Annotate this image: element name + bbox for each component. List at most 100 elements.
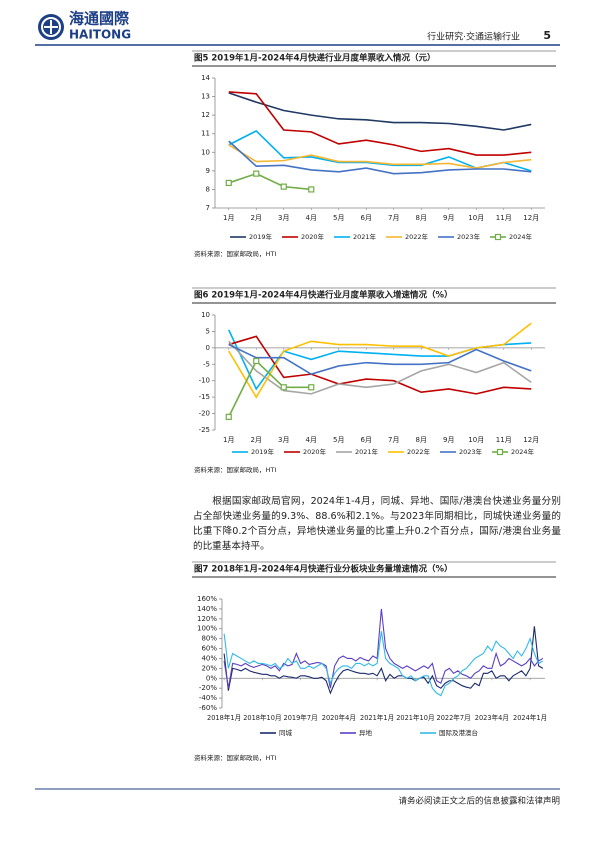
x-tick-label: 2月 [251, 214, 262, 222]
legend-label: 2024年 [509, 232, 533, 241]
series-line [228, 359, 312, 418]
y-tick-label: 100% [197, 625, 217, 633]
x-tick-label: 4月 [306, 436, 317, 444]
legend-label: 2022年 [407, 447, 431, 456]
figure-title: 图7 2018年1月-2024年4月快递行业分板块业务量增速情况（%） [194, 564, 453, 575]
y-tick-label: -60% [199, 704, 217, 712]
x-tick-label: 11月 [496, 214, 512, 222]
y-tick-label: 5 [206, 327, 210, 335]
y-tick-label: 10 [201, 148, 210, 156]
y-tick-label: 10 [201, 311, 210, 319]
series-line [228, 335, 532, 395]
x-tick-label: 2022年7月 [437, 713, 471, 722]
legend-label: 同城 [279, 729, 293, 737]
x-tick-label: 2月 [251, 436, 262, 444]
marker [225, 179, 232, 187]
marker [280, 183, 287, 190]
series-line [228, 144, 532, 169]
x-tick-label: 9月 [443, 436, 454, 444]
paragraph: 根据国家邮政局官网，2024年1-4月，同城、异地、国际/港澳台快递业务量分别占… [193, 496, 561, 552]
x-tick-label: 2018年10月 [243, 713, 281, 722]
legend-label: 2019年 [249, 232, 273, 241]
page-number: 5 [543, 29, 551, 42]
y-tick-label: -10 [199, 377, 210, 385]
source: 资料来源：国家邮政局，HTI [194, 249, 276, 258]
y-tick-label: 40% [201, 654, 217, 662]
x-tick-label: 10月 [468, 436, 484, 444]
y-tick-label: 12 [201, 111, 210, 119]
series-line [228, 343, 532, 376]
series-line [223, 626, 544, 695]
series-line [228, 340, 532, 395]
y-tick-label: -15 [199, 393, 210, 401]
legend-label: 2023年 [457, 232, 481, 241]
y-tick-label: 11 [201, 130, 210, 138]
logo-en: HAITONG [69, 28, 131, 42]
series-line [223, 608, 544, 689]
x-tick-label: 11月 [496, 436, 512, 444]
marker [253, 357, 260, 365]
x-tick-label: 3月 [278, 436, 289, 444]
y-tick-label: -40% [199, 694, 217, 702]
section: 行业研究·交通运输行业 [427, 31, 520, 43]
x-tick-label: 2020年4月 [322, 713, 356, 722]
x-tick-label: 12月 [523, 214, 539, 222]
logo-cn: 海通國際 [69, 10, 130, 28]
source: 资料来源：国家邮政局，HTI [194, 753, 276, 762]
legend-marker [496, 448, 504, 456]
marker [308, 186, 315, 193]
marker [308, 384, 315, 391]
y-tick-label: 9 [206, 167, 210, 175]
y-tick-label: -20% [199, 684, 217, 692]
legend-label: 2022年 [405, 232, 429, 241]
y-tick-label: 0% [206, 674, 217, 682]
y-tick-label: 120% [197, 615, 217, 623]
x-tick-label: 6月 [361, 436, 372, 444]
x-tick-label: 2021年10月 [396, 713, 434, 722]
x-tick-label: 7月 [388, 214, 399, 222]
legend-label: 2021年 [355, 447, 379, 456]
x-tick-label: 2021年1月 [360, 713, 394, 722]
legend-label: 异地 [359, 728, 373, 737]
x-tick-label: 2018年1月 [207, 713, 241, 722]
x-tick-label: 8月 [416, 214, 427, 222]
legend-label: 2019年 [251, 447, 275, 456]
y-tick-label: 160% [197, 595, 217, 603]
y-tick-label: 20% [201, 664, 217, 672]
series-line [228, 322, 532, 399]
y-tick-label: 13 [201, 93, 210, 101]
x-tick-label: 7月 [388, 436, 399, 444]
x-tick-label: 6月 [361, 214, 372, 222]
marker [225, 413, 232, 420]
legend-marker [494, 233, 502, 241]
x-tick-label: 1月 [223, 214, 234, 222]
y-tick-label: 0 [206, 344, 210, 352]
y-tick-label: -20 [199, 410, 210, 418]
legend-label: 2024年 [511, 447, 535, 456]
marker [280, 384, 287, 391]
legend-label: 2023年 [459, 447, 483, 456]
x-tick-label: 5月 [333, 214, 344, 222]
legend-label: 2021年 [353, 232, 377, 241]
figure-title: 图5 2019年1月-2024年4月快递行业月度单票收入情况（元） [194, 53, 436, 64]
series-line [228, 172, 312, 191]
series-line [228, 140, 532, 175]
x-tick-label: 12月 [523, 436, 539, 444]
legend-label: 2020年 [303, 447, 327, 456]
y-tick-label: 60% [201, 645, 217, 653]
y-tick-label: 7 [206, 204, 210, 212]
figure-title: 图6 2019年1月-2024年4月快递行业月度单票收入增速情况（%） [194, 290, 453, 301]
logo-icon [38, 14, 64, 40]
x-tick-label: 8月 [416, 436, 427, 444]
series-line [228, 91, 532, 156]
y-tick-label: -25 [199, 426, 210, 434]
x-tick-label: 5月 [333, 436, 344, 444]
x-tick-label: 1月 [223, 436, 234, 444]
x-tick-label: 3月 [278, 214, 289, 222]
x-tick-label: 9月 [443, 214, 454, 222]
y-tick-label: -5 [203, 360, 210, 368]
y-tick-label: 8 [206, 185, 210, 193]
x-tick-label: 2019年7月 [284, 713, 318, 722]
